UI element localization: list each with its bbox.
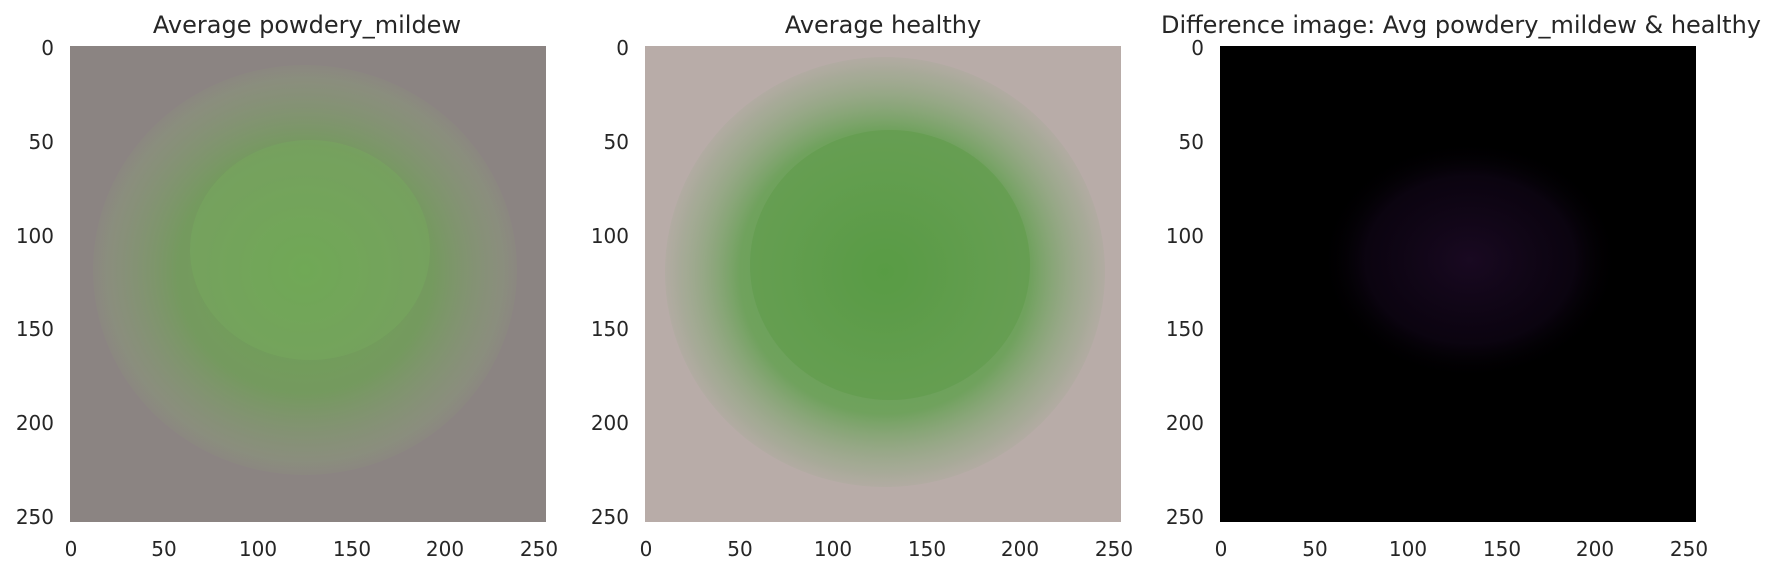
x-tick-label: 0 [1215, 537, 1228, 561]
panel-average-powdery-mildew: Average powdery_mildew 0 50 100 150 200 … [16, 11, 558, 561]
x-tick-label: 50 [1302, 537, 1327, 561]
x-tick-label: 250 [1670, 537, 1708, 561]
x-tick-label: 0 [640, 537, 653, 561]
healthy-image [645, 46, 1121, 522]
y-axis-ticks: 0 50 100 150 200 250 [1166, 36, 1204, 529]
difference-image [1220, 46, 1696, 522]
y-tick-label: 100 [1166, 224, 1204, 248]
x-tick-label: 100 [1389, 537, 1427, 561]
x-tick-label: 50 [151, 537, 176, 561]
panel-average-healthy: Average healthy 0 50 100 150 200 250 0 5… [591, 11, 1133, 561]
y-tick-label: 150 [591, 317, 629, 341]
y-axis-ticks: 0 50 100 150 200 250 [591, 36, 629, 529]
x-tick-label: 150 [1483, 537, 1521, 561]
x-axis-ticks: 0 50 100 150 200 250 [640, 537, 1133, 561]
leaf-highlight [190, 140, 430, 360]
y-tick-label: 150 [1166, 317, 1204, 341]
y-tick-label: 150 [16, 317, 54, 341]
x-tick-label: 250 [1095, 537, 1133, 561]
x-tick-label: 150 [908, 537, 946, 561]
mildew-image [70, 46, 546, 522]
leaf-blob [665, 57, 1105, 487]
y-tick-label: 0 [616, 36, 629, 60]
y-tick-label: 250 [16, 505, 54, 529]
y-tick-label: 250 [1166, 505, 1204, 529]
y-tick-label: 200 [591, 411, 629, 435]
difference-blob [1320, 140, 1620, 380]
y-tick-label: 250 [591, 505, 629, 529]
y-tick-label: 200 [1166, 411, 1204, 435]
y-tick-label: 100 [16, 224, 54, 248]
y-tick-label: 100 [591, 224, 629, 248]
x-tick-label: 200 [426, 537, 464, 561]
panel-title: Average healthy [785, 11, 981, 39]
y-axis-ticks: 0 50 100 150 200 250 [16, 36, 54, 529]
x-tick-label: 100 [814, 537, 852, 561]
x-tick-label: 0 [65, 537, 78, 561]
y-tick-label: 50 [1179, 130, 1204, 154]
y-tick-label: 50 [29, 130, 54, 154]
y-tick-label: 50 [604, 130, 629, 154]
panel-title: Average powdery_mildew [153, 11, 461, 39]
x-tick-label: 150 [333, 537, 371, 561]
x-tick-label: 50 [727, 537, 752, 561]
x-tick-label: 200 [1001, 537, 1039, 561]
x-tick-label: 100 [239, 537, 277, 561]
x-tick-label: 250 [520, 537, 558, 561]
x-axis-ticks: 0 50 100 150 200 250 [1215, 537, 1708, 561]
x-tick-label: 200 [1576, 537, 1614, 561]
leaf-core [750, 130, 1030, 400]
panel-title: Difference image: Avg powdery_mildew & h… [1161, 11, 1761, 39]
y-tick-label: 200 [16, 411, 54, 435]
leaf-blob [93, 65, 517, 475]
panel-difference-image: Difference image: Avg powdery_mildew & h… [1161, 11, 1761, 561]
x-axis-ticks: 0 50 100 150 200 250 [65, 537, 558, 561]
y-tick-label: 0 [1191, 36, 1204, 60]
y-tick-label: 0 [41, 36, 54, 60]
